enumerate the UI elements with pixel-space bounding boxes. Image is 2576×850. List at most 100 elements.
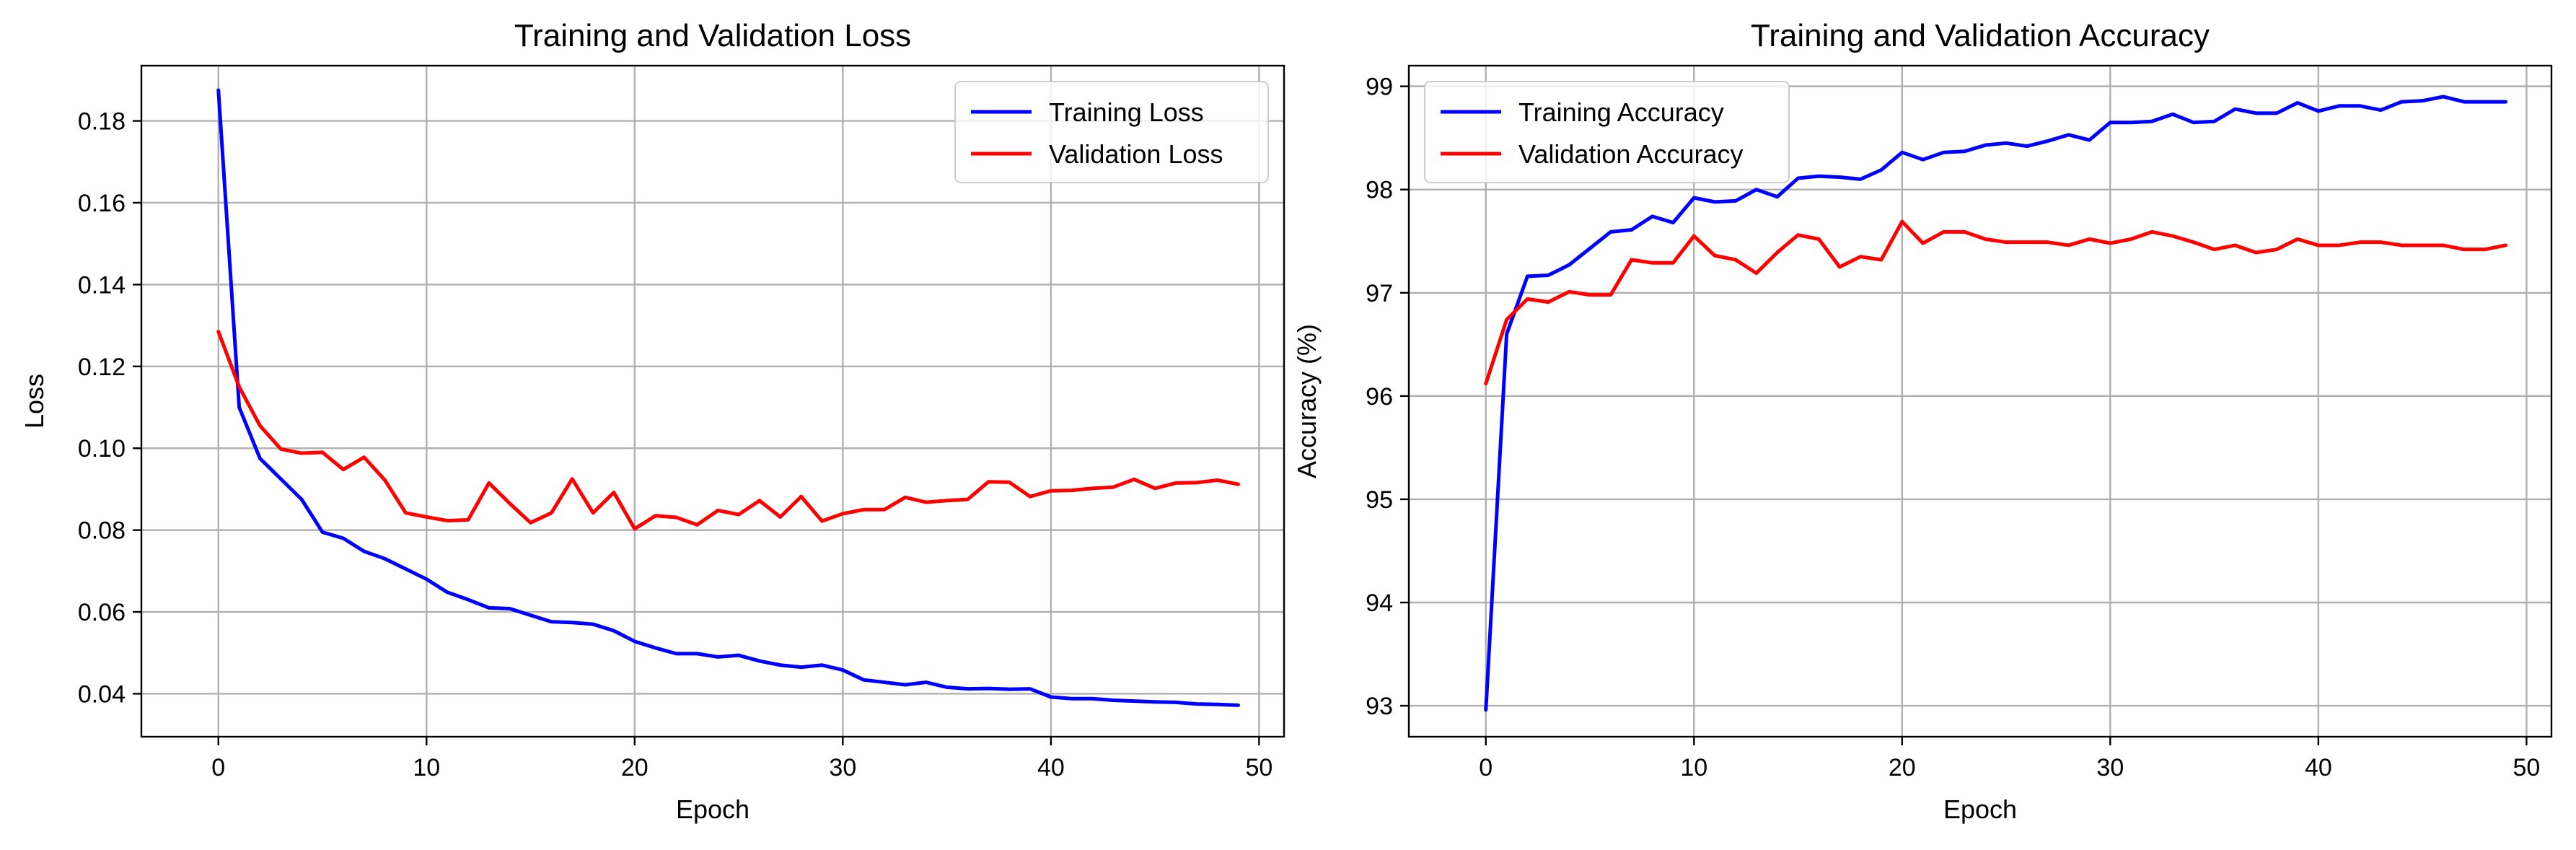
training-accuracy-point [1713,200,1717,203]
training-loss-point [1236,704,1240,707]
validation-loss-point [654,514,657,517]
accuracy-x-tick-label: 20 [1889,754,1916,781]
loss-y-tick-label: 0.18 [78,108,126,136]
training-accuracy-point [1984,144,1987,147]
validation-accuracy-point [2337,243,2341,247]
validation-loss-point [1070,488,1073,492]
training-loss-point [550,620,553,623]
training-accuracy-point [1692,196,1696,200]
validation-loss-point [1153,486,1157,490]
training-loss-point [529,613,532,617]
validation-loss-point [216,330,220,333]
validation-accuracy-point [2400,243,2404,247]
loss-series [216,88,1241,707]
validation-accuracy-point [1609,293,1612,297]
validation-loss-line [216,330,1241,531]
validation-accuracy-point [1630,258,1633,261]
training-accuracy-point [2150,120,2154,123]
validation-accuracy-point [1984,237,1987,241]
training-accuracy-point [2192,121,2195,124]
validation-accuracy-point [1879,258,1883,261]
training-loss-point [1133,699,1136,703]
validation-accuracy-point [1817,237,1821,241]
training-loss-point [654,646,657,649]
validation-loss-point [841,512,845,515]
accuracy-series [1484,95,2508,712]
loss-x-tick-label: 0 [211,754,225,781]
accuracy-legend-box [1424,81,1790,183]
validation-loss-point [341,468,345,471]
training-loss-point [592,623,595,626]
accuracy-x-tick-label: 50 [2513,754,2540,781]
training-accuracy-point [2025,144,2028,148]
validation-loss-point [362,455,366,459]
validation-accuracy-point [1838,266,1842,269]
training-loss-point [1195,702,1198,706]
training-accuracy-point [2504,100,2507,104]
training-accuracy-point [1900,151,1904,154]
validation-accuracy-point [1921,242,1925,245]
training-loss-point [571,621,574,624]
accuracy-axes-frame [1407,64,2553,738]
validation-accuracy-point [1671,261,1675,265]
validation-loss-point [550,511,553,514]
validation-loss-point [716,509,720,512]
training-accuracy-line [1484,95,2508,712]
training-loss-point [1049,695,1052,698]
validation-loss-legend-label: Validation Loss [1049,139,1223,169]
validation-loss-point [674,516,678,520]
training-accuracy-point [1547,273,1550,277]
training-accuracy-point [2275,111,2279,115]
training-accuracy-point [1526,274,1529,278]
validation-accuracy-point [2483,247,2487,251]
validation-loss-point [466,518,470,522]
training-accuracy-point [2254,111,2258,115]
training-accuracy-point [1671,221,1675,224]
accuracy-y-axis-label: Accuracy (%) [1292,324,1322,478]
validation-accuracy-point [1963,230,1966,234]
validation-accuracy-point [1754,271,1758,275]
loss-x-tick-label: 40 [1037,754,1065,781]
training-loss-point [799,665,803,669]
training-accuracy-point [1484,708,1487,711]
training-loss-point [216,89,220,92]
validation-loss-point [987,480,990,483]
training-accuracy-point [1733,199,1737,203]
training-loss-point [924,680,928,684]
accuracy-y-tick-label: 94 [1366,590,1393,617]
accuracy-y-tick-label: 98 [1366,177,1393,204]
training-accuracy-point [1921,158,1925,162]
validation-loss-point [737,513,741,517]
validation-accuracy-point [2254,250,2258,254]
loss-y-tick-label: 0.16 [78,190,126,217]
training-loss-point [446,590,449,594]
loss-x-tick-label: 10 [413,754,440,781]
training-loss-point [279,477,283,481]
training-accuracy-point [1879,168,1883,172]
validation-loss-point [1236,483,1240,486]
accuracy-ticks: 0 10 20 30 40 50 93 94 95 96 97 98 99 [1366,74,2540,781]
loss-y-tick-label: 0.12 [78,354,126,381]
training-loss-point [883,680,887,684]
training-loss-point [321,530,325,534]
training-accuracy-point [2005,141,2008,145]
training-accuracy-point [1775,195,1779,198]
loss-y-tick-label: 0.04 [78,680,126,708]
training-loss-point [862,678,866,682]
training-accuracy-point [2441,95,2445,98]
loss-chart-title: Training and Validation Loss [514,18,911,53]
validation-accuracy-point [2316,243,2320,247]
training-accuracy-point [2337,104,2341,108]
loss-x-tick-label: 20 [621,754,649,781]
training-accuracy-point [2316,109,2320,113]
accuracy-x-tick-label: 10 [1680,754,1707,781]
training-accuracy-point [2358,104,2362,108]
training-accuracy-point [2171,113,2174,116]
training-loss-point [508,607,511,610]
validation-accuracy-point [1505,317,1508,321]
validation-accuracy-point [2088,237,2091,241]
validation-loss-point [487,481,491,485]
validation-loss-point [799,495,803,499]
training-loss-point [1091,697,1094,701]
